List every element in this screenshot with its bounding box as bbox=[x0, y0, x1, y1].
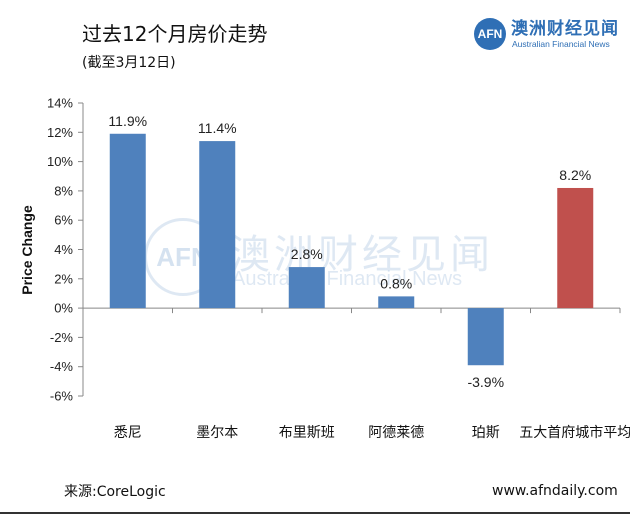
y-tick-label: 8% bbox=[54, 183, 73, 198]
bar bbox=[467, 308, 504, 366]
afn-logo-mark: AFN bbox=[474, 18, 506, 50]
chart-subtitle: (截至3月12日) bbox=[82, 55, 176, 71]
afn-logo-name-cn: 澳洲财经见闻 bbox=[511, 19, 619, 39]
data-label: -3.9% bbox=[467, 374, 504, 390]
x-tick-label: 珀斯 bbox=[472, 425, 500, 441]
x-tick-label: 五大首府城市平均 bbox=[519, 424, 630, 441]
y-tick-label: -4% bbox=[50, 359, 74, 374]
bar bbox=[109, 133, 146, 309]
x-tick-label: 悉尼 bbox=[114, 425, 142, 441]
x-tick-label: 阿德莱德 bbox=[368, 425, 424, 441]
data-label: 8.2% bbox=[559, 167, 591, 183]
y-tick-label: 12% bbox=[47, 125, 73, 140]
source-note: 来源:CoreLogic bbox=[64, 484, 166, 500]
afn-logo-name-en: Australian Financial News bbox=[512, 39, 610, 49]
bar bbox=[378, 296, 415, 309]
bar bbox=[557, 187, 594, 309]
chart-title: 过去12个月房价走势 bbox=[82, 22, 268, 46]
y-tick-label: -2% bbox=[50, 330, 74, 345]
data-label: 0.8% bbox=[380, 275, 412, 291]
y-tick-label: 2% bbox=[54, 271, 73, 286]
y-axis-title: Price Change bbox=[19, 205, 35, 295]
x-tick-label: 布里斯班 bbox=[279, 425, 335, 441]
afn-logo: AFN 澳洲财经见闻 Australian Financial News bbox=[474, 14, 624, 54]
y-tick-label: 0% bbox=[54, 301, 73, 316]
y-tick-label: 10% bbox=[47, 154, 73, 169]
bottom-divider bbox=[0, 512, 630, 514]
x-tick-label: 墨尔本 bbox=[196, 425, 238, 441]
watermark-name-cn: 澳洲财经见闻 bbox=[230, 232, 494, 278]
bar bbox=[199, 141, 236, 309]
website-link: www.afndaily.com bbox=[492, 483, 618, 499]
y-tick-label: 6% bbox=[54, 213, 73, 228]
data-label: 11.9% bbox=[108, 113, 147, 129]
y-tick-label: 4% bbox=[54, 242, 73, 257]
y-tick-label: -6% bbox=[50, 389, 74, 404]
bar bbox=[288, 267, 325, 309]
y-tick-label: 14% bbox=[47, 96, 73, 111]
data-label: 2.8% bbox=[291, 246, 323, 262]
data-label: 11.4% bbox=[198, 120, 237, 136]
